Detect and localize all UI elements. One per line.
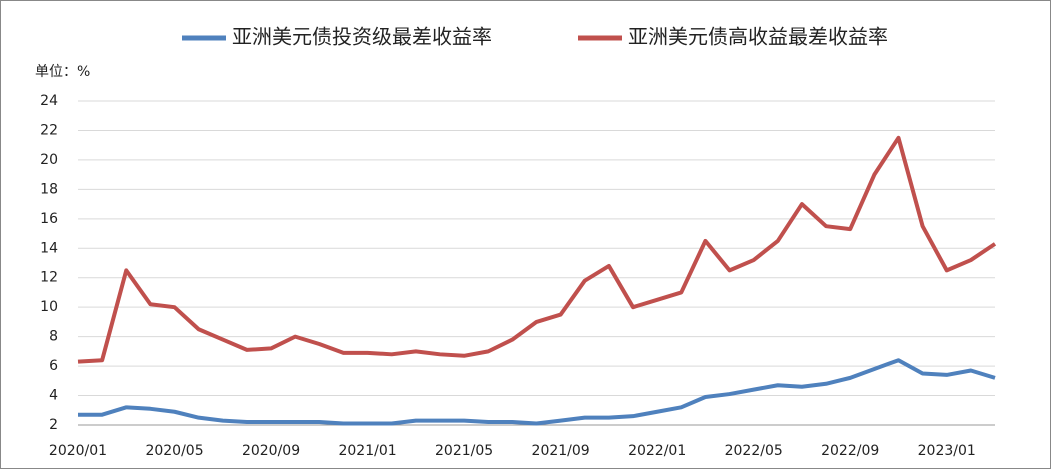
unit-label: 单位：%	[35, 64, 90, 80]
y-tick-label: 12	[40, 270, 58, 286]
y-tick-label: 10	[40, 299, 58, 315]
y-tick-label: 8	[49, 329, 58, 345]
x-tick-label: 2021/01	[338, 443, 396, 459]
x-tick-label: 2022/01	[628, 443, 686, 459]
x-tick-label: 2021/05	[435, 443, 493, 459]
x-tick-label: 2022/05	[725, 443, 783, 459]
y-tick-label: 20	[40, 152, 58, 168]
y-tick-label: 6	[49, 358, 58, 374]
y-tick-label: 2	[49, 417, 58, 433]
legend-label: 亚洲美元债投资级最差收益率	[232, 25, 492, 49]
x-tick-label: 2020/05	[145, 443, 203, 459]
line	[77, 135, 997, 364]
y-tick-label: 18	[40, 181, 58, 197]
x-tick-label: 2021/09	[532, 443, 590, 459]
x-tick-label: 2022/09	[821, 443, 879, 459]
y-tick-label: 24	[40, 93, 58, 109]
y-tick-label: 4	[49, 388, 58, 404]
x-tick-label: 2020/09	[242, 443, 300, 459]
y-tick-label: 16	[40, 211, 58, 227]
y-tick-label: 22	[40, 122, 58, 138]
x-tick-label: 2020/01	[49, 443, 107, 459]
y-tick-label: 14	[40, 240, 58, 256]
legend-label: 亚洲美元债高收益最差收益率	[628, 25, 888, 49]
x-tick-label: 2023/01	[918, 443, 976, 459]
line	[78, 358, 996, 426]
